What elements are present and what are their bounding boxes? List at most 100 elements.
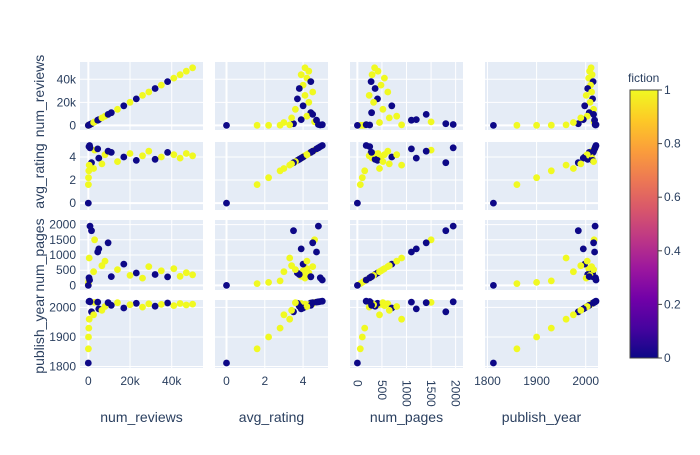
data-point[interactable] — [189, 300, 197, 308]
data-point[interactable] — [84, 199, 92, 207]
data-point[interactable] — [422, 239, 430, 247]
data-point[interactable] — [490, 282, 497, 289]
data-point[interactable] — [95, 154, 103, 162]
data-point[interactable] — [315, 222, 322, 230]
data-point[interactable] — [577, 114, 585, 122]
data-point[interactable] — [288, 114, 295, 122]
data-point[interactable] — [157, 153, 165, 161]
data-point[interactable] — [114, 105, 121, 113]
data-point[interactable] — [98, 262, 106, 270]
data-point[interactable] — [288, 306, 295, 314]
data-point[interactable] — [120, 153, 128, 161]
data-point[interactable] — [182, 150, 190, 157]
data-point[interactable] — [104, 111, 112, 118]
data-point[interactable] — [85, 324, 93, 332]
data-point[interactable] — [90, 311, 97, 319]
data-point[interactable] — [490, 199, 497, 207]
data-point[interactable] — [362, 142, 370, 149]
data-point[interactable] — [182, 67, 190, 75]
data-point[interactable] — [295, 85, 303, 92]
data-point[interactable] — [361, 167, 369, 175]
data-point[interactable] — [427, 118, 435, 126]
data-point[interactable] — [562, 161, 570, 169]
data-point[interactable] — [86, 142, 93, 149]
data-point[interactable] — [449, 298, 457, 306]
data-point[interactable] — [145, 147, 153, 155]
data-point[interactable] — [398, 315, 405, 323]
data-point[interactable] — [303, 303, 311, 310]
data-point[interactable] — [318, 276, 326, 284]
data-point[interactable] — [151, 271, 159, 278]
data-point[interactable] — [85, 174, 92, 182]
data-point[interactable] — [164, 299, 172, 307]
data-point[interactable] — [94, 145, 102, 153]
data-point[interactable] — [577, 160, 585, 168]
data-point[interactable] — [377, 81, 385, 89]
data-point[interactable] — [170, 265, 178, 273]
data-point[interactable] — [176, 154, 184, 162]
data-point[interactable] — [292, 299, 299, 307]
data-point[interactable] — [305, 98, 313, 106]
data-point[interactable] — [297, 245, 305, 253]
data-point[interactable] — [299, 102, 307, 110]
data-point[interactable] — [379, 105, 387, 113]
data-point[interactable] — [280, 119, 288, 126]
data-point[interactable] — [120, 102, 128, 110]
data-point[interactable] — [280, 268, 288, 276]
data-point[interactable] — [176, 300, 184, 307]
data-point[interactable] — [581, 102, 589, 110]
data-point[interactable] — [579, 154, 587, 162]
data-point[interactable] — [582, 92, 590, 99]
data-point[interactable] — [145, 88, 153, 96]
data-point[interactable] — [408, 145, 415, 153]
data-point[interactable] — [393, 151, 401, 159]
data-point[interactable] — [297, 116, 305, 123]
data-point[interactable] — [513, 181, 521, 189]
data-point[interactable] — [297, 154, 305, 162]
data-point[interactable] — [354, 282, 361, 289]
data-point[interactable] — [547, 167, 555, 175]
data-point[interactable] — [562, 121, 570, 129]
data-point[interactable] — [547, 277, 555, 285]
data-point[interactable] — [297, 71, 305, 79]
data-point[interactable] — [590, 266, 597, 273]
data-point[interactable] — [297, 305, 305, 313]
data-point[interactable] — [313, 248, 320, 256]
data-point[interactable] — [223, 359, 230, 367]
data-point[interactable] — [253, 345, 261, 353]
data-point[interactable] — [547, 324, 555, 332]
data-point[interactable] — [412, 245, 420, 253]
data-point[interactable] — [408, 298, 415, 306]
data-point[interactable] — [139, 92, 146, 99]
data-point[interactable] — [86, 276, 93, 284]
data-point[interactable] — [354, 122, 361, 129]
data-point[interactable] — [303, 112, 311, 120]
data-point[interactable] — [170, 151, 178, 159]
data-point[interactable] — [385, 262, 393, 270]
data-point[interactable] — [85, 315, 93, 323]
data-point[interactable] — [157, 301, 165, 308]
data-point[interactable] — [398, 161, 405, 169]
data-point[interactable] — [374, 157, 381, 164]
data-point[interactable] — [288, 262, 295, 270]
data-point[interactable] — [114, 266, 121, 273]
data-point[interactable] — [307, 273, 315, 280]
data-point[interactable] — [533, 121, 540, 129]
data-point[interactable] — [265, 121, 272, 129]
data-point[interactable] — [286, 254, 294, 262]
data-point[interactable] — [427, 299, 435, 306]
data-point[interactable] — [104, 239, 112, 247]
data-point[interactable] — [114, 299, 121, 307]
data-point[interactable] — [91, 236, 98, 244]
data-point[interactable] — [157, 81, 165, 89]
data-point[interactable] — [84, 359, 92, 367]
data-point[interactable] — [570, 165, 577, 172]
data-point[interactable] — [157, 267, 165, 275]
data-point[interactable] — [85, 181, 92, 189]
data-point[interactable] — [398, 254, 405, 262]
data-point[interactable] — [586, 98, 594, 106]
data-point[interactable] — [358, 333, 366, 341]
data-point[interactable] — [379, 158, 387, 166]
data-point[interactable] — [176, 71, 184, 79]
data-point[interactable] — [362, 121, 370, 129]
